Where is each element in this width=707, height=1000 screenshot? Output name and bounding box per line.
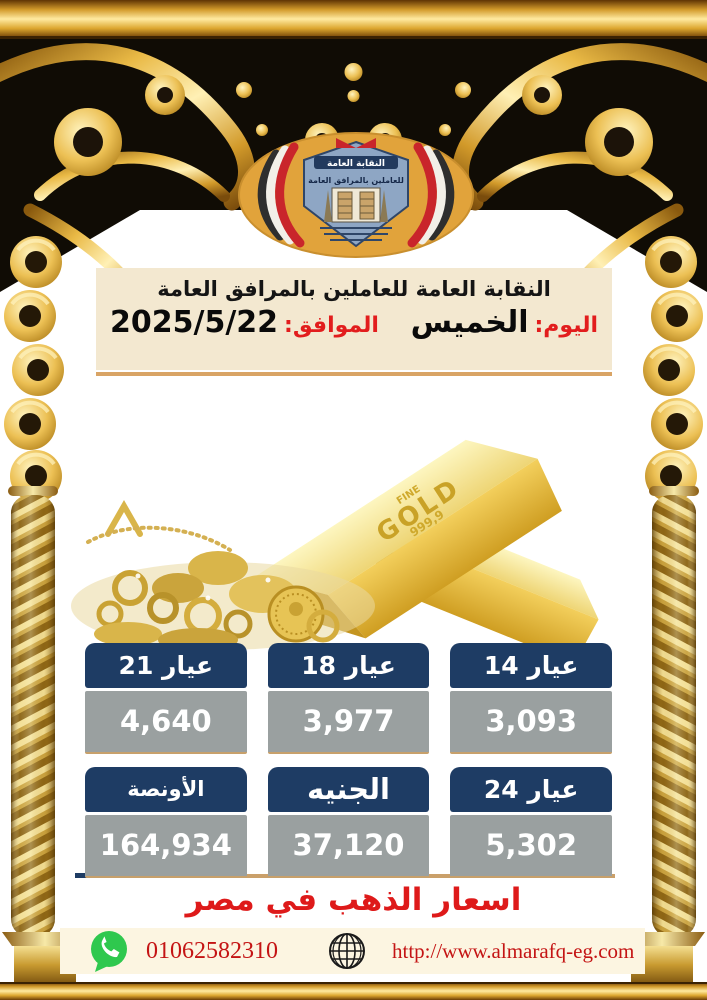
frame-bottom-bar (0, 982, 707, 1000)
header-rule (96, 372, 612, 376)
phone-number: 01062582310 (146, 937, 278, 964)
egypt-flag-ribbon (257, 142, 305, 248)
ounce-value: 164,934 (85, 815, 247, 878)
karat18-value: 3,977 (267, 691, 430, 754)
price-row-2: الأونصة 164,934 الجنيه 37,120 عيار 24 5,… (85, 767, 613, 878)
ounce-label: الأونصة (85, 767, 247, 812)
price-row-1: عيار 21 4,640 عيار 18 3,977 عيار 14 3,09… (85, 643, 613, 754)
header-band: النقابة العامة للعاملين بالمرافق العامة … (96, 268, 612, 370)
syndicate-logo: النقابة العامة للعاملين بالمرافق العامة (238, 132, 474, 258)
logo-building (324, 187, 388, 223)
price-card-pound: الجنيه 37,120 (267, 767, 430, 878)
karat21-label: عيار 21 (85, 643, 247, 688)
globe-icon (329, 933, 365, 969)
date-group: الموافق: 2025/5/22 (110, 305, 379, 340)
karat24-label: عيار 24 (450, 767, 613, 812)
logo-water-lines (320, 227, 392, 241)
price-card-karat14: عيار 14 3,093 (450, 643, 613, 754)
date-value: 2025/5/22 (110, 305, 279, 340)
logo-banner-text: النقابة العامة (327, 159, 385, 169)
jewelry-pile (71, 499, 375, 652)
karat18-label: عيار 18 (267, 643, 430, 688)
karat14-label: عيار 14 (450, 643, 613, 688)
poster-title: اسعار الذهب في مصر (185, 882, 522, 918)
frame-top-bar (0, 0, 707, 38)
organization-title: النقابة العامة للعاملين بالمرافق العامة (157, 277, 551, 301)
karat21-value: 4,640 (85, 691, 247, 754)
price-card-karat21: عيار 21 4,640 (85, 643, 247, 754)
day-group: اليوم: الخميس (411, 305, 598, 340)
date-row: اليوم: الخميس الموافق: 2025/5/22 (96, 301, 612, 340)
price-grid: عيار 21 4,640 عيار 18 3,977 عيار 14 3,09… (85, 643, 613, 878)
whatsapp-icon (91, 931, 127, 972)
logo-subtitle-text: للعاملين بالمرافق العامة (308, 176, 404, 185)
website-url: http://www.almarafq-eg.com (392, 938, 635, 963)
karat24-value: 5,302 (450, 815, 613, 878)
karat14-value: 3,093 (450, 691, 613, 754)
pound-label: الجنيه (267, 767, 430, 812)
rope-column-left (2, 234, 88, 984)
day-value: الخميس (410, 305, 529, 340)
price-card-karat24: عيار 24 5,302 (450, 767, 613, 878)
pound-value: 37,120 (267, 815, 430, 878)
gold-bars-illustration: FINE GOLD 999,9 (71, 439, 599, 652)
price-card-karat18: عيار 18 3,977 (267, 643, 430, 754)
logo-pennant-right (356, 138, 376, 148)
day-label: اليوم: (534, 313, 599, 338)
footer-contact-strip: 01062582310 http://www.almarafq-eg.com (60, 928, 645, 974)
logo-pennant-left (336, 138, 356, 148)
date-label: الموافق: (284, 313, 379, 338)
price-card-ounce: الأونصة 164,934 (85, 767, 247, 878)
